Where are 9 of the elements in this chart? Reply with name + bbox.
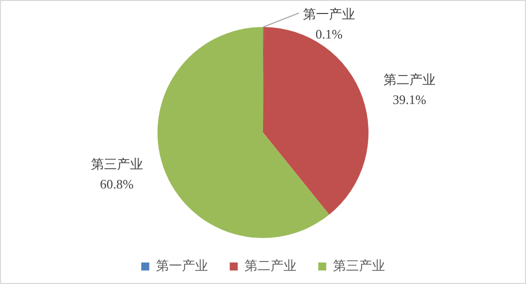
- data-label: 39.1%: [392, 92, 426, 107]
- legend-label: 第一产业: [156, 258, 208, 273]
- slice-label: 第三产业: [90, 156, 143, 172]
- legend-label: 第二产业: [244, 258, 296, 273]
- data-label: 0.1%: [315, 26, 343, 42]
- slice-label: 第一产业: [303, 6, 355, 22]
- legend-label: 第三产业: [332, 258, 385, 273]
- data-label: 60.8%: [100, 176, 134, 192]
- slice-label: 第二产业: [383, 72, 436, 87]
